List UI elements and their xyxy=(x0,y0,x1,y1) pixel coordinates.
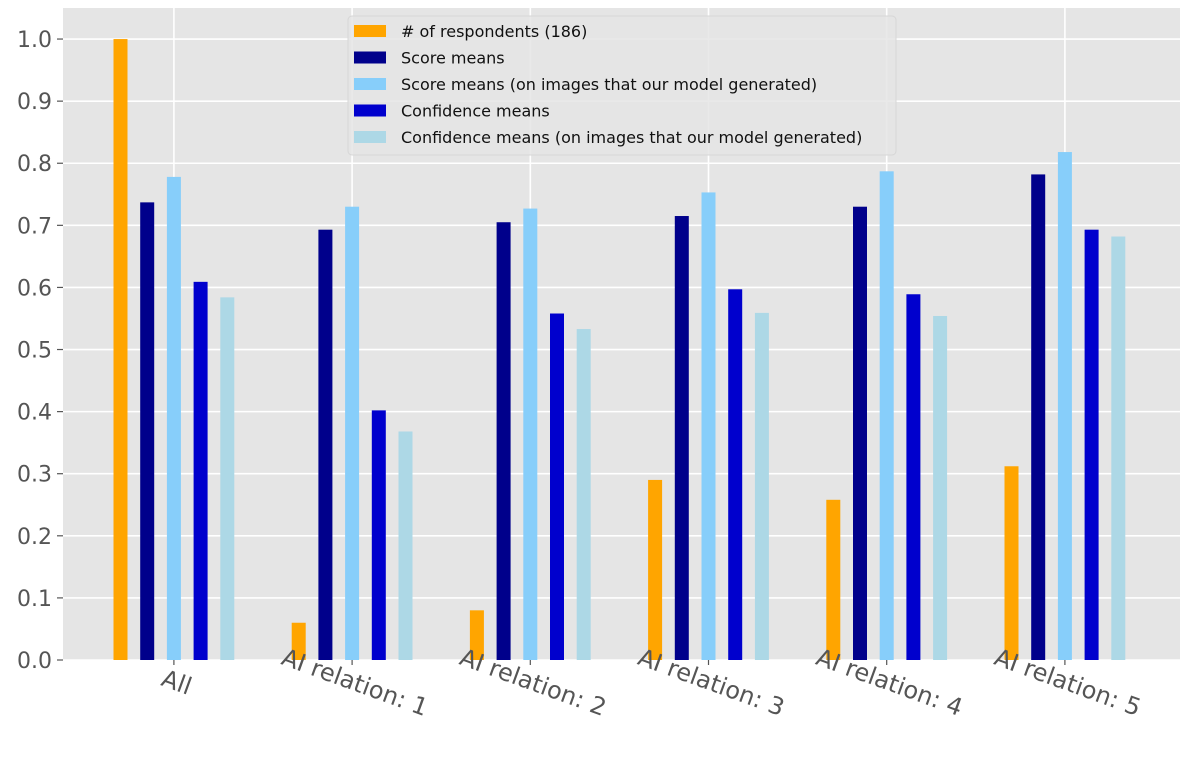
y-tick-label: 0.1 xyxy=(17,587,52,612)
legend-box xyxy=(347,15,897,156)
legend-swatch xyxy=(354,25,386,37)
legend-label: Confidence means xyxy=(401,102,550,121)
legend-swatch xyxy=(354,51,386,64)
y-tick-label: 0.7 xyxy=(17,214,52,239)
bar xyxy=(826,499,841,660)
bar xyxy=(220,297,235,660)
y-tick-label: 1.0 xyxy=(17,28,52,53)
bar xyxy=(1084,229,1099,660)
bar xyxy=(906,294,921,660)
bar xyxy=(853,206,867,660)
bar xyxy=(674,216,689,660)
bar xyxy=(166,176,181,660)
x-tick-label: All xyxy=(158,664,196,700)
bar xyxy=(879,171,894,660)
legend: # of respondents (186) Score means Score m… xyxy=(347,15,897,156)
bar xyxy=(1111,236,1126,660)
legend-swatch xyxy=(354,131,386,143)
bar xyxy=(1031,174,1046,661)
bar xyxy=(398,431,413,660)
bar xyxy=(345,206,360,660)
legend-swatch xyxy=(354,78,386,90)
bar xyxy=(371,410,386,660)
bar xyxy=(728,289,743,660)
bar xyxy=(496,222,511,660)
legend-label: Score means xyxy=(401,49,505,68)
bar xyxy=(648,479,663,660)
legend-label: # of respondents (186) xyxy=(401,22,587,41)
legend-swatch xyxy=(354,104,386,117)
bar xyxy=(318,229,333,660)
bar xyxy=(140,202,155,660)
y-tick-label: 0.8 xyxy=(17,152,52,177)
y-axis: 0.0 0.1 0.2 0.3 0.4 0.5 0.6 0.7 0.8 0.9 1.0 xyxy=(17,28,63,674)
y-tick-label: 0.0 xyxy=(17,649,52,674)
y-tick-label: 0.6 xyxy=(17,276,52,301)
bar xyxy=(193,281,208,660)
x-axis: All AI relation: 1 AI relation: 2 AI relati… xyxy=(158,643,1145,722)
bar xyxy=(701,192,716,660)
bar xyxy=(113,39,128,661)
y-tick-label: 0.9 xyxy=(17,90,52,115)
bar xyxy=(1004,466,1019,660)
bar xyxy=(469,610,484,660)
bar xyxy=(291,622,306,660)
bar xyxy=(550,313,564,660)
bar xyxy=(933,315,948,660)
bar xyxy=(754,312,769,660)
y-tick-label: 0.2 xyxy=(17,525,52,550)
y-tick-label: 0.3 xyxy=(17,463,52,488)
legend-label: Confidence means (on images that our mod… xyxy=(401,128,862,147)
legend-label: Score means (on images that our model ge… xyxy=(401,75,817,94)
y-tick-label: 0.4 xyxy=(17,401,52,426)
bar xyxy=(1057,152,1072,660)
bar xyxy=(523,208,538,660)
bar xyxy=(576,329,591,660)
bars xyxy=(113,39,1126,661)
y-tick-label: 0.5 xyxy=(17,339,52,364)
